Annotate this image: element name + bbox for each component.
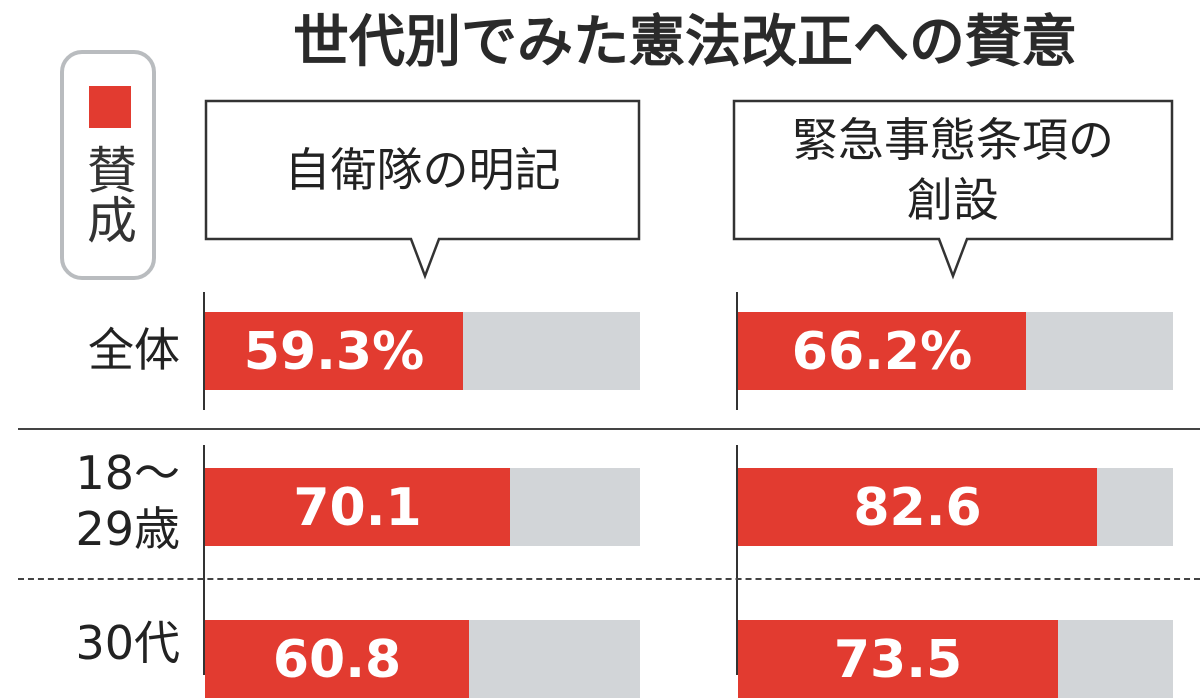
axis-line-1-1 xyxy=(203,292,205,410)
bar-track-s1-c1: 59.3% xyxy=(205,312,640,390)
series-name-2: 緊急事態条項の 創設 xyxy=(792,113,1114,227)
bar-track-s1-c3: 60.8 xyxy=(205,620,640,698)
bar-track-s2-c1: 66.2% xyxy=(738,312,1173,390)
bar-agree-s2-c1 xyxy=(738,312,1026,390)
bar-track-s2-c3: 73.5 xyxy=(738,620,1173,698)
bar-value-label-s1-c3: 60.8 xyxy=(272,630,402,690)
bar-agree-s1-c2 xyxy=(205,468,510,546)
legend: 賛成 xyxy=(60,50,156,280)
bar-value-label-s2-c1: 66.2% xyxy=(791,322,973,382)
axis-line-2-2 xyxy=(736,445,738,675)
bar-value-label-s1-c1: 59.3% xyxy=(243,322,425,382)
axis-line-1-2 xyxy=(203,445,205,675)
bar-value-label-s2-c3: 73.5 xyxy=(833,630,963,690)
bar-track-s1-c2: 70.1 xyxy=(205,468,640,546)
separator-total xyxy=(18,428,1200,430)
bar-agree-s2-c2 xyxy=(738,468,1097,546)
legend-label-agree: 賛成 xyxy=(79,144,137,244)
series-callout-1: 自衛隊の明記 xyxy=(204,99,641,280)
bar-value-label-s2-c2: 82.6 xyxy=(853,478,982,538)
bar-agree-s1-c1 xyxy=(205,312,463,390)
series-callout-2: 緊急事態条項の 創設 xyxy=(732,99,1174,280)
category-label-2: 18～ 29歳 xyxy=(75,446,180,556)
bar-value-label-s1-c2: 70.1 xyxy=(293,478,422,538)
category-label-1: 全体 xyxy=(88,323,180,377)
separator-row xyxy=(18,578,1200,580)
axis-line-2-1 xyxy=(736,292,738,410)
series-name-1: 自衛隊の明記 xyxy=(284,143,561,197)
legend-swatch-agree xyxy=(89,86,131,128)
category-label-3: 30代 xyxy=(75,616,180,670)
bar-track-s2-c2: 82.6 xyxy=(738,468,1173,546)
chart-title: 世代別でみた憲法改正への賛意 xyxy=(293,10,1077,75)
